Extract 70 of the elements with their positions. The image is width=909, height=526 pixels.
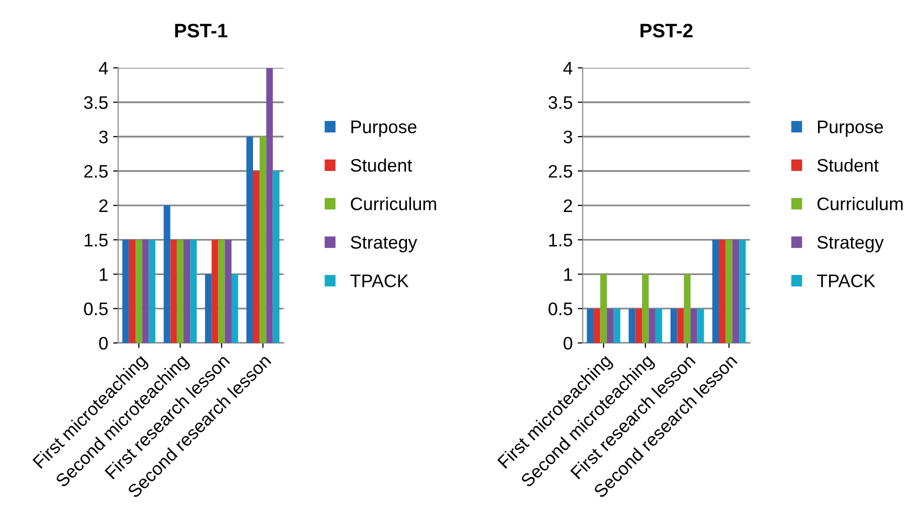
bar [732, 240, 740, 343]
bar [205, 274, 212, 343]
bar [212, 240, 218, 343]
y-tick-label: 1.5 [84, 234, 108, 247]
bar [712, 240, 719, 343]
bar [136, 240, 142, 343]
bar [170, 240, 177, 343]
bar [718, 240, 726, 343]
bar [148, 240, 156, 343]
bar [128, 240, 136, 343]
bar [142, 240, 149, 343]
bar [272, 171, 280, 343]
legend-label: Student [350, 158, 412, 172]
bar [670, 308, 678, 343]
chart-title: PST-1 [175, 24, 228, 38]
legend-label: Curriculum [817, 196, 903, 210]
y-tick-label: 3.5 [84, 96, 108, 109]
bar [628, 308, 636, 343]
bar [726, 240, 732, 343]
bar [190, 240, 197, 343]
y-tick-label: 3 [564, 130, 572, 144]
y-tick-label: 2.5 [548, 164, 572, 178]
legend-label: Student [817, 158, 879, 172]
y-tick-label: 2.5 [84, 164, 108, 178]
bar [253, 171, 260, 343]
y-tick-label: 4 [98, 62, 108, 74]
y-tick-label: 0.5 [548, 302, 572, 316]
bar [697, 308, 704, 343]
legend-label: TPACK [350, 274, 409, 288]
legend-label: Strategy [350, 236, 418, 252]
chart-title: PST-2 [640, 24, 693, 38]
bar [690, 308, 698, 343]
bar [260, 136, 266, 343]
bar [642, 274, 649, 343]
bar [266, 68, 273, 343]
bar [739, 240, 746, 343]
legend-label: TPACK [816, 274, 876, 288]
y-tick-label: 1 [564, 268, 572, 281]
y-tick-label: 2 [564, 199, 572, 212]
bar [176, 240, 184, 343]
bar [586, 308, 594, 343]
y-tick-label: 1 [100, 268, 108, 281]
bar [184, 240, 190, 343]
bar [164, 205, 170, 343]
y-tick-label: 0.5 [84, 302, 108, 316]
y-tick-label: 0 [564, 336, 572, 350]
bar [231, 274, 238, 343]
bar [218, 240, 225, 343]
y-tick-label: 2 [99, 199, 108, 212]
y-tick-label: 3 [99, 130, 108, 144]
bar [677, 308, 684, 343]
legend-label: Purpose [351, 120, 416, 137]
y-tick-label: 0 [99, 336, 108, 350]
y-tick-label: 4 [563, 62, 572, 74]
bar [655, 308, 662, 343]
bar [246, 136, 253, 343]
legend-label: Purpose [818, 120, 883, 137]
bar [224, 240, 232, 343]
bar [635, 308, 642, 343]
bar [606, 308, 614, 343]
legend-label: Strategy [817, 236, 884, 252]
bar [122, 240, 129, 343]
y-tick-label: 3.5 [548, 96, 572, 109]
legend-label: Curriculum [350, 196, 436, 210]
bar [614, 308, 620, 343]
bar [594, 308, 600, 343]
y-tick-label: 1.5 [549, 234, 572, 247]
bar [684, 274, 691, 343]
bar [600, 274, 607, 343]
bar [648, 308, 656, 343]
